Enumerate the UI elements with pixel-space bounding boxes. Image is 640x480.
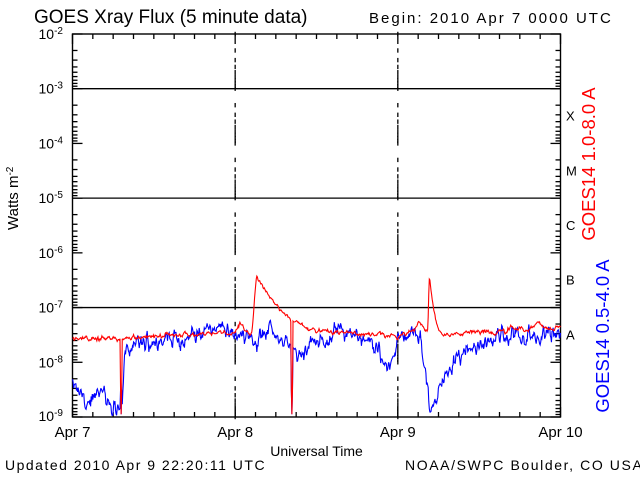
svg-text:GOES14 0.5-4.0 A: GOES14 0.5-4.0 A <box>592 259 613 413</box>
svg-text:GOES Xray Flux (5 minute data): GOES Xray Flux (5 minute data) <box>34 7 308 28</box>
svg-text:Begin: 2010 Apr 7 0000 UTC: Begin: 2010 Apr 7 0000 UTC <box>369 10 613 27</box>
svg-text:Apr 8: Apr 8 <box>217 424 253 441</box>
svg-text:Updated 2010 Apr 9 22:20:11 U: Updated 2010 Apr 9 22:20:11 UTC <box>5 457 266 473</box>
svg-text:GOES14 1.0-8.0 A: GOES14 1.0-8.0 A <box>578 87 599 241</box>
svg-text:NOAA/SWPC Boulder, CO USA: NOAA/SWPC Boulder, CO USA <box>405 457 640 473</box>
svg-text:A: A <box>566 327 575 342</box>
svg-text:X: X <box>566 109 575 124</box>
svg-text:Watts m-2: Watts m-2 <box>5 166 22 230</box>
svg-text:C: C <box>566 218 575 233</box>
svg-text:Apr 9: Apr 9 <box>380 424 416 441</box>
svg-text:Apr 7: Apr 7 <box>55 424 91 441</box>
svg-text:M: M <box>566 163 577 178</box>
svg-text:Apr 10: Apr 10 <box>538 424 582 441</box>
svg-text:Universal Time: Universal Time <box>270 443 363 459</box>
svg-text:B: B <box>566 273 575 288</box>
